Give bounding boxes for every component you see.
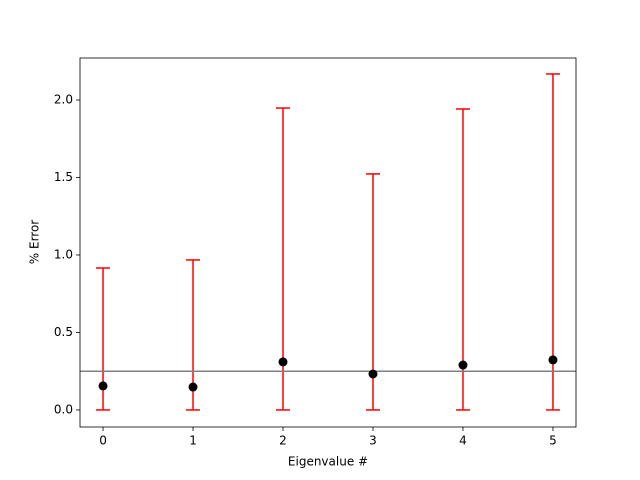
y-tick-label: 2.0 [54,92,73,106]
point [458,360,468,370]
point [368,369,378,379]
point [548,355,558,365]
x-tick-label: 3 [369,434,377,448]
y-tick-label: 1.5 [54,170,73,184]
x-axis-label: Eigenvalue # [288,455,368,469]
plot-frame [79,57,577,428]
point [278,357,288,367]
y-tick-label: 0.5 [54,325,73,339]
x-tick-label: 1 [189,434,197,448]
y-axis-label: % Error [28,220,42,265]
x-tick-label: 2 [279,434,287,448]
point [188,382,198,392]
y-tick-label: 1.0 [54,247,73,261]
y-tick-label: 0.0 [54,402,73,416]
x-tick-label: 0 [99,434,107,448]
x-tick-label: 5 [549,434,557,448]
point [98,381,108,391]
x-tick-label: 4 [459,434,467,448]
